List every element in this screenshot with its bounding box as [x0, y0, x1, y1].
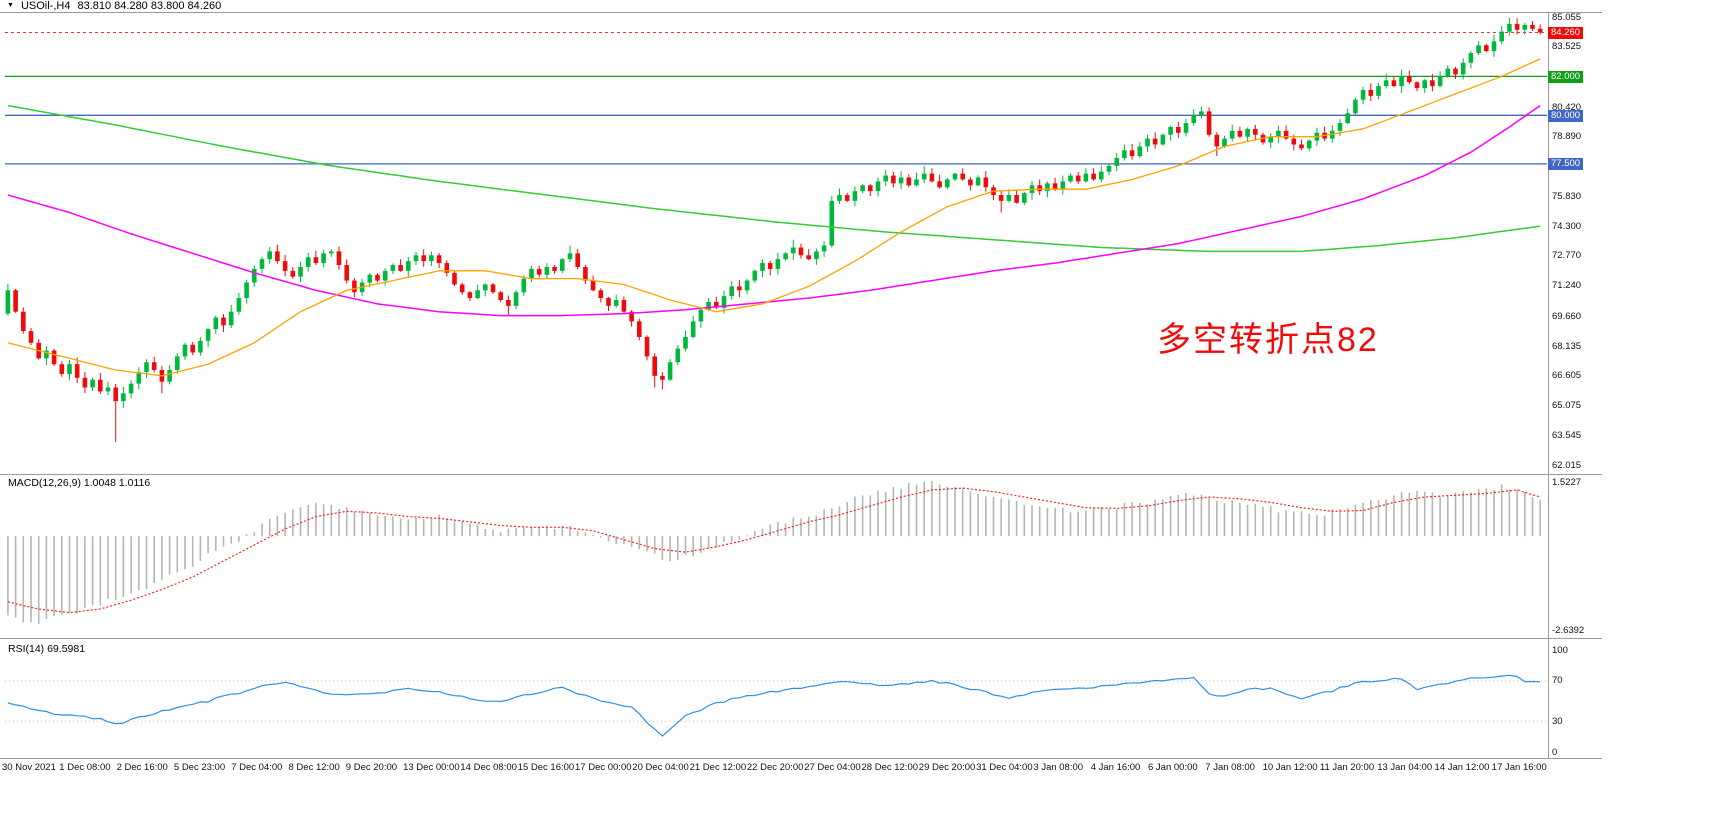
- price-axis-label: 80.420: [1552, 101, 1582, 113]
- time-axis-label: 20 Dec 04:00: [632, 762, 689, 773]
- time-axis-label: 4 Jan 16:00: [1090, 762, 1141, 773]
- time-axis-label: 17 Jan 16:00: [1491, 762, 1547, 773]
- macd-axis-label: 1.5227: [1552, 476, 1582, 488]
- price-axis-label: 62.015: [1552, 459, 1582, 471]
- price-axis-label: 65.075: [1552, 400, 1582, 411]
- chart-header: ▼ USOil-,H4 83.810 84.280 83.800 84.260: [7, 0, 221, 12]
- symbol-timeframe-label: USOil-,H4: [20, 0, 71, 12]
- time-axis-label: 21 Dec 12:00: [689, 762, 747, 773]
- hline-price-badge: 80.000: [1548, 109, 1584, 122]
- rsi-axis-label: 100: [1552, 644, 1568, 656]
- price-axis-label: 72.770: [1552, 250, 1582, 262]
- price-axis-label: 74.300: [1552, 220, 1582, 232]
- hline-price-badge: 82.000: [1548, 70, 1584, 83]
- rsi-axis-label: 0: [1552, 746, 1558, 758]
- time-axis-label: 3 Jan 08:00: [1033, 762, 1084, 773]
- hline-price-badge: 77.500: [1548, 158, 1584, 171]
- collapse-chevron-icon[interactable]: ▼: [7, 2, 14, 9]
- time-axis-label: 31 Dec 04:00: [976, 762, 1033, 773]
- price-axis-label: 71.240: [1552, 280, 1582, 292]
- price-axis-label: 68.135: [1552, 340, 1582, 352]
- price-axis-label: 69.660: [1552, 310, 1582, 322]
- time-axis-label: 2 Dec 16:00: [116, 762, 168, 773]
- price-axis-label: 85.055: [1552, 11, 1582, 23]
- macd-signal-line: [7, 487, 1541, 614]
- time-axis-label: 9 Dec 20:00: [345, 762, 398, 773]
- time-axis-label: 1 Dec 08:00: [59, 762, 111, 773]
- time-axis-label: 10 Jan 12:00: [1262, 762, 1318, 773]
- price-axis-label: 63.545: [1552, 429, 1582, 441]
- horizontal-price-lines[interactable]: [5, 31, 1547, 165]
- time-axis-label: 11 Jan 20:00: [1319, 762, 1375, 773]
- time-axis-label: 28 Dec 12:00: [861, 762, 919, 773]
- price-axis-label: 78.890: [1552, 131, 1582, 143]
- rsi-axis-label: 70: [1552, 675, 1563, 687]
- time-axis-label: 22 Dec 20:00: [746, 762, 804, 773]
- panel-separators: [0, 12, 1602, 759]
- time-axis-label: 7 Jan 08:00: [1205, 762, 1255, 773]
- rsi-axis-label: 30: [1552, 715, 1563, 727]
- ohlc-values: 83.810 84.280 83.800 84.260: [77, 0, 222, 12]
- macd-panel[interactable]: [7, 481, 1541, 625]
- chart-annotation-text[interactable]: 多空转折点82: [1157, 321, 1379, 359]
- time-axis-label: 6 Jan 00:00: [1148, 762, 1198, 773]
- time-axis-label: 15 Dec 16:00: [517, 762, 575, 773]
- time-axis-label: 5 Dec 23:00: [173, 762, 226, 773]
- time-axis-label: 7 Dec 04:00: [231, 762, 283, 773]
- macd-indicator-label: MACD(12,26,9) 1.0048 1.0116: [8, 477, 151, 489]
- time-axis-label: 13 Dec 00:00: [403, 762, 460, 773]
- time-axis-label: 27 Dec 04:00: [804, 762, 861, 773]
- macd-axis-label: -2.6392: [1552, 624, 1585, 636]
- time-axis-label: 30 Nov 2021: [2, 762, 56, 773]
- ma-fast-line[interactable]: [7, 58, 1541, 377]
- rsi-panel[interactable]: [5, 674, 1547, 737]
- time-axis-label: 8 Dec 12:00: [288, 762, 340, 773]
- price-axis-label: 66.605: [1552, 370, 1582, 382]
- time-axis-label: 14 Jan 12:00: [1434, 762, 1490, 773]
- time-axis-label: 29 Dec 20:00: [918, 762, 976, 773]
- rsi-line: [7, 674, 1541, 737]
- time-axis-label: 17 Dec 00:00: [575, 762, 632, 773]
- candles-group[interactable]: [5, 18, 1543, 442]
- current-price-badge: 84.260: [1548, 26, 1584, 39]
- time-axis-label: 13 Jan 04:00: [1377, 762, 1433, 773]
- price-axis-label: 75.830: [1552, 190, 1582, 202]
- price-axis-label: 83.525: [1552, 41, 1582, 53]
- time-axis-label: 14 Dec 08:00: [460, 762, 517, 773]
- ma-slow-line[interactable]: [7, 104, 1541, 253]
- rsi-indicator-label: RSI(14) 69.5981: [8, 643, 86, 655]
- ma-mid-line[interactable]: [7, 104, 1541, 317]
